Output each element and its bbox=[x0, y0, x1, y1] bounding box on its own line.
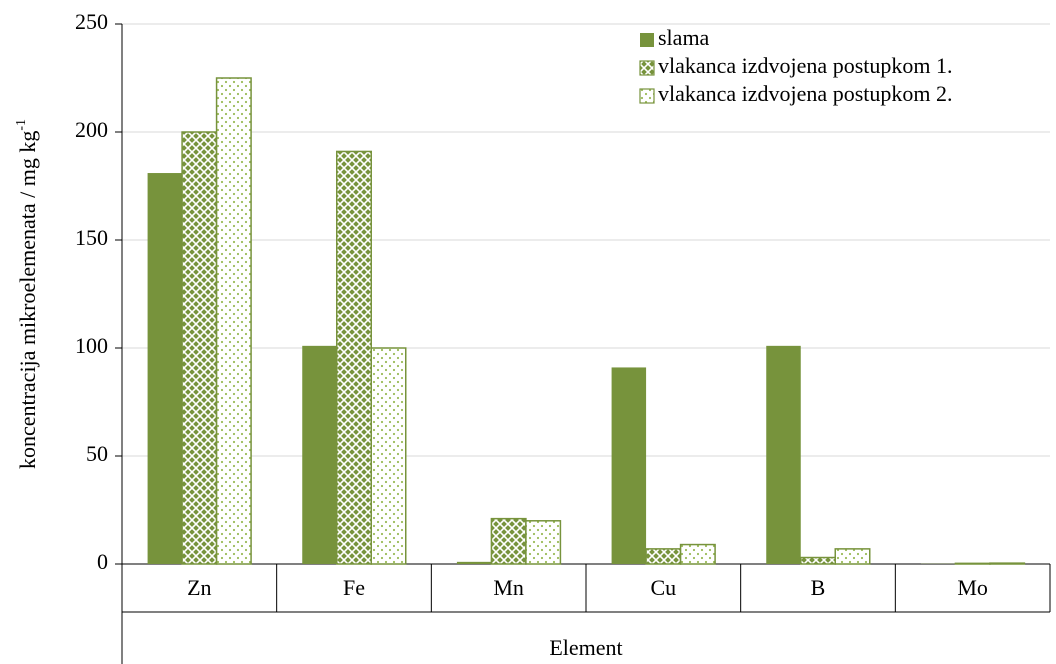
y-tick-label: 50 bbox=[86, 441, 108, 466]
x-axis-label: Element bbox=[549, 635, 622, 660]
bar bbox=[147, 173, 183, 565]
y-tick-label: 0 bbox=[97, 549, 108, 574]
y-tick-label: 200 bbox=[75, 117, 108, 142]
bar bbox=[215, 77, 252, 565]
bar bbox=[645, 548, 682, 565]
bar bbox=[611, 367, 647, 564]
bar bbox=[834, 548, 871, 565]
bar bbox=[370, 347, 407, 565]
y-tick-label: 150 bbox=[75, 225, 108, 250]
legend-swatch bbox=[640, 33, 654, 47]
legend-label: vlakanca izdvojena postupkom 2. bbox=[658, 81, 952, 106]
y-label-sup: -1 bbox=[14, 119, 29, 131]
x-tick-label: Mo bbox=[957, 575, 988, 600]
bar bbox=[989, 562, 1026, 565]
y-tick-label: 250 bbox=[75, 9, 108, 34]
bar bbox=[954, 562, 991, 565]
bar bbox=[181, 131, 218, 565]
bar bbox=[490, 517, 527, 565]
bar bbox=[800, 556, 836, 565]
bar bbox=[766, 345, 801, 564]
y-tick-label: 100 bbox=[75, 333, 108, 358]
x-tick-label: Zn bbox=[187, 575, 211, 600]
bar bbox=[456, 561, 492, 564]
x-tick-label: Fe bbox=[343, 575, 365, 600]
legend-label: vlakanca izdvojena postupkom 1. bbox=[658, 53, 952, 78]
legend-swatch bbox=[639, 88, 655, 104]
x-tick-label: Cu bbox=[650, 575, 676, 600]
x-tick-label: Mn bbox=[493, 575, 524, 600]
bar bbox=[302, 345, 337, 564]
x-tick-label: B bbox=[811, 575, 826, 600]
y-label-text: koncentracija mikroelemenata / mg kg bbox=[15, 131, 40, 469]
bar bbox=[525, 520, 562, 565]
bar bbox=[679, 543, 716, 565]
legend-swatch bbox=[639, 60, 655, 76]
legend-label: slama bbox=[658, 25, 710, 50]
y-axis-label: koncentracija mikroelemenata / mg kg-1 bbox=[14, 119, 40, 469]
bar bbox=[336, 150, 372, 565]
